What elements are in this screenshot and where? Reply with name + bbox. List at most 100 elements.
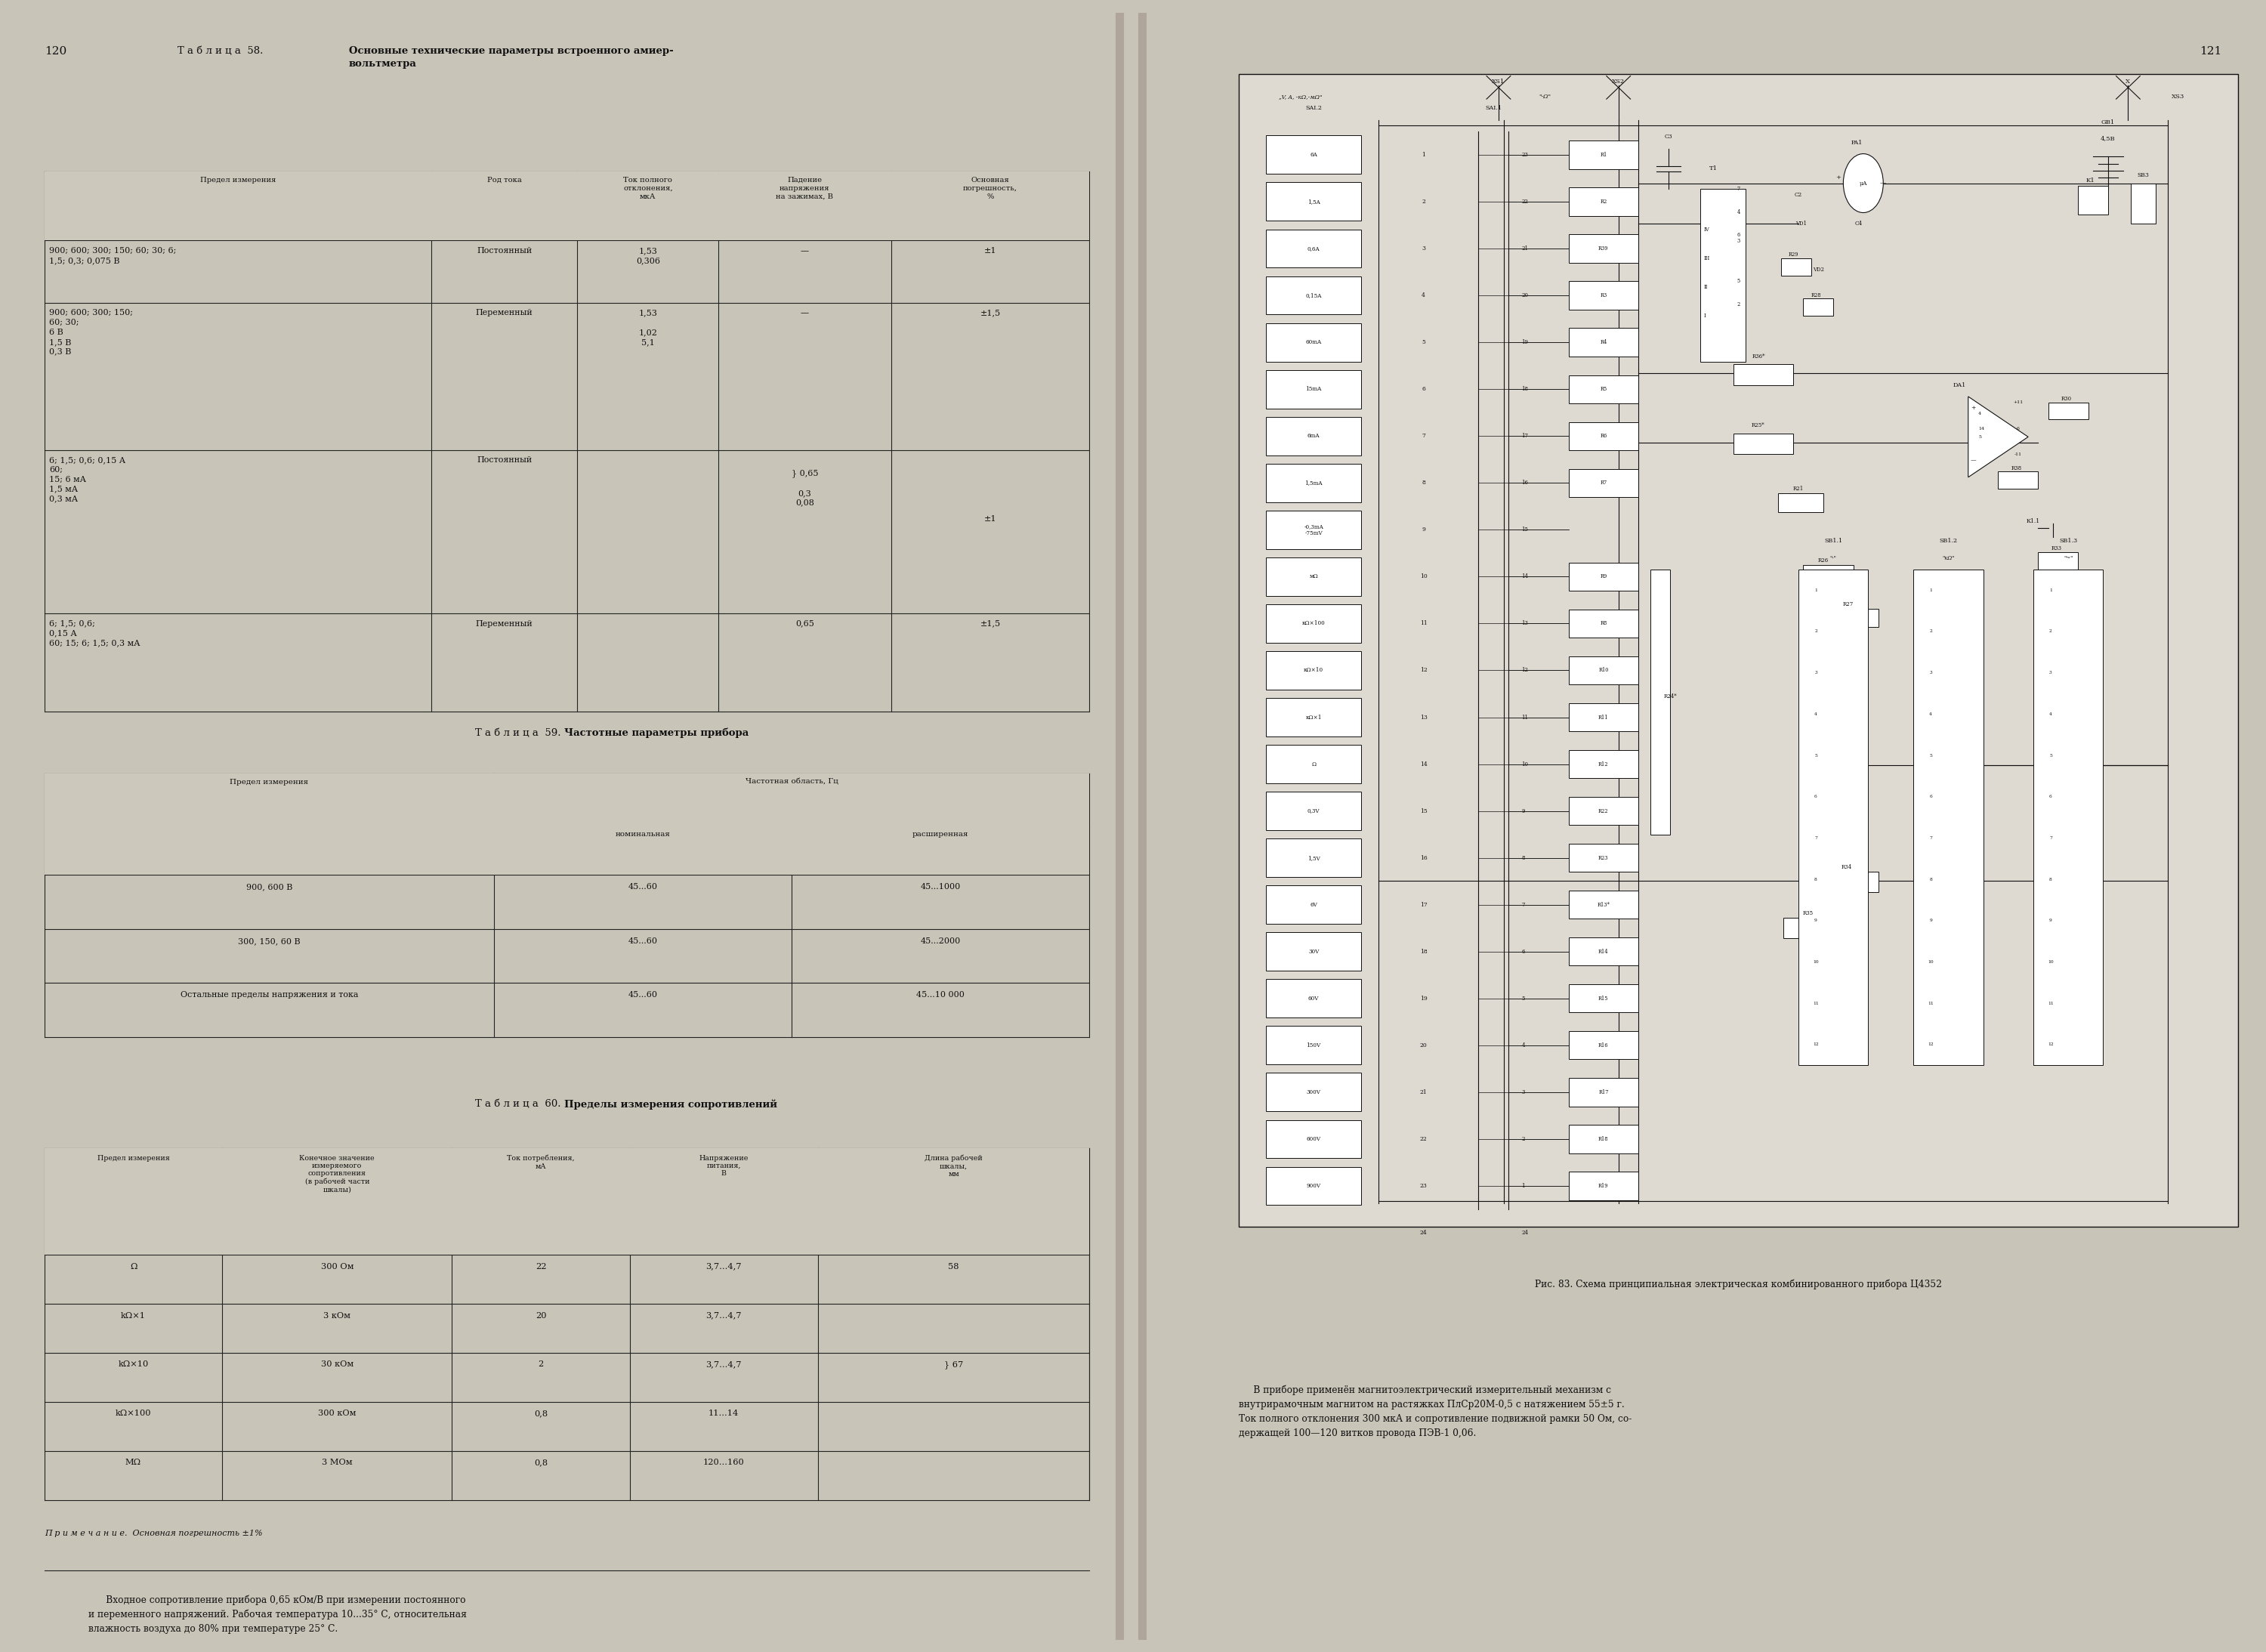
Bar [1804,299,1833,316]
Text: R3: R3 [1600,292,1607,299]
Text: ±1: ±1 [983,248,997,254]
Text: 2: 2 [1520,1137,1525,1142]
Text: 6: 6 [2017,426,2019,431]
Bar [1568,704,1638,732]
Text: 16: 16 [1421,854,1428,861]
Text: SB1.3: SB1.3 [2060,537,2078,544]
Text: DA1: DA1 [1953,382,1967,388]
Text: 6A: 6A [1310,152,1317,159]
Text: Т а б л и ц а  59.: Т а б л и ц а 59. [476,729,564,738]
Text: R23: R23 [1598,854,1609,861]
Text: 4,5В: 4,5В [2101,135,2116,142]
Bar [1568,375,1638,403]
Text: 45...2000: 45...2000 [920,937,961,945]
Text: VD1: VD1 [1795,221,1806,226]
Bar [1804,565,1854,583]
Bar [1267,464,1362,502]
Text: 22: 22 [535,1262,546,1270]
Text: R34: R34 [1840,864,1851,871]
Bar [1568,844,1638,872]
Bar [1267,182,1362,221]
Text: 23: 23 [1520,152,1527,159]
Polygon shape [1969,396,2028,477]
Polygon shape [1240,74,2239,1227]
Text: Остальные пределы напряжения и тока: Остальные пределы напряжения и тока [181,991,358,999]
Text: 11: 11 [1520,714,1527,720]
Bar [2048,403,2089,420]
Text: R30: R30 [2060,396,2071,401]
Bar [1267,416,1362,456]
Text: R24*: R24* [1663,694,1677,699]
Text: 12: 12 [1421,667,1428,674]
Text: „V, A, -кΩ,-мΩ": „V, A, -кΩ,-мΩ" [1278,94,1321,99]
Text: } 0,65

0,3
0,08: } 0,65 0,3 0,08 [791,469,818,507]
Text: 58: 58 [947,1262,959,1270]
Bar [1650,570,1670,834]
Text: R21: R21 [1792,486,1804,492]
Bar [1267,1026,1362,1064]
Text: 2: 2 [2048,629,2053,633]
Text: 0,8: 0,8 [535,1409,548,1417]
Text: 60mA: 60mA [1305,339,1321,345]
Text: 9: 9 [1928,919,1933,922]
Bar [1568,235,1638,263]
Text: R5: R5 [1600,387,1607,392]
Text: 19: 19 [1520,339,1527,345]
Bar [1267,1074,1362,1112]
Text: Ток потребления,
мА: Ток потребления, мА [508,1155,576,1170]
Polygon shape [45,773,1090,826]
Text: 5: 5 [1421,339,1425,345]
Text: 0,8: 0,8 [535,1459,548,1467]
Text: II: II [1704,284,1709,291]
Text: П р и м е ч а н и е.  Основная погрешность ±1%: П р и м е ч а н и е. Основная погрешност… [45,1530,263,1536]
Text: 18: 18 [1421,948,1428,955]
Text: Ω: Ω [129,1262,136,1270]
Text: R18: R18 [1598,1137,1609,1142]
Text: 10: 10 [1421,573,1428,580]
Text: 23: 23 [1421,1183,1428,1189]
Text: мΩ: мΩ [1310,573,1319,580]
Text: R22: R22 [1598,808,1609,814]
Bar [2037,552,2078,570]
Text: Переменный: Переменный [476,309,533,317]
Text: 45...1000: 45...1000 [920,884,961,890]
Text: 900; 600; 300; 150;
60; 30;
6 В
1,5 В
0,3 В: 900; 600; 300; 150; 60; 30; 6 В 1,5 В 0,… [50,309,134,355]
Text: R6: R6 [1600,433,1607,439]
Text: 20: 20 [1520,292,1527,299]
Text: 15mA: 15mA [1305,387,1321,392]
Text: —: — [800,248,809,254]
Text: Входное сопротивление прибора 0,65 кОм/В при измерении постоянного
и переменного: Входное сопротивление прибора 0,65 кОм/В… [88,1594,467,1634]
Text: 3,7...4,7: 3,7...4,7 [705,1262,741,1270]
Bar [1267,791,1362,831]
Text: Длина рабочей
шкалы,
мм: Длина рабочей шкалы, мм [925,1155,983,1178]
Text: 11: 11 [1421,621,1428,626]
Text: MΩ: MΩ [125,1459,140,1467]
Text: R4: R4 [1600,339,1607,345]
Text: "-Ω": "-Ω" [1539,94,1550,99]
Bar [1267,510,1362,548]
Text: 9: 9 [1421,527,1425,532]
Text: 10: 10 [1928,960,1933,963]
Polygon shape [45,1148,1090,1254]
Text: номинальная: номинальная [616,831,671,838]
Text: X: X [2126,79,2130,84]
Bar [1568,750,1638,778]
Text: Род тока: Род тока [487,177,521,183]
Text: 900V: 900V [1307,1183,1321,1189]
Text: 8: 8 [2048,877,2053,881]
Bar [1568,1125,1638,1153]
Text: 2: 2 [1815,629,1817,633]
Text: 4: 4 [1736,210,1740,215]
Text: IV: IV [1704,226,1709,233]
Text: 9: 9 [1815,919,1817,922]
Text: 6: 6 [2048,795,2053,798]
Text: R15: R15 [1598,996,1609,1001]
Text: GB1: GB1 [2101,119,2114,126]
Bar [1568,1031,1638,1059]
Bar [1267,230,1362,268]
Text: 8: 8 [1520,854,1525,861]
Bar [1829,608,1879,628]
Text: 11: 11 [2048,1001,2053,1004]
Text: 5: 5 [1928,753,1933,757]
Text: 6V: 6V [1310,902,1317,907]
